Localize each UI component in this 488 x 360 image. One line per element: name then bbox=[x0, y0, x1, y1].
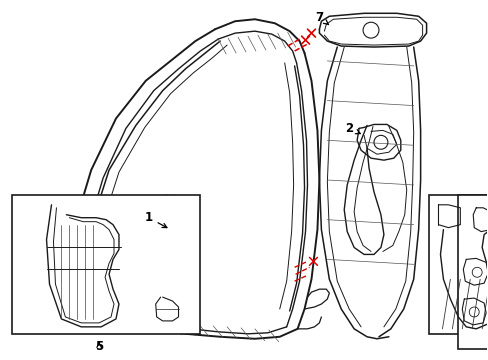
Text: 1: 1 bbox=[144, 211, 166, 228]
Text: 5: 5 bbox=[95, 340, 103, 353]
Text: 7: 7 bbox=[315, 11, 328, 24]
Text: 2: 2 bbox=[345, 122, 360, 135]
Text: 6: 6 bbox=[0, 359, 1, 360]
Bar bbox=[457, 195, 488, 349]
Text: 4: 4 bbox=[0, 359, 1, 360]
Bar bbox=[12, 195, 200, 334]
Text: 3: 3 bbox=[0, 359, 1, 360]
Text: 8: 8 bbox=[0, 359, 1, 360]
Bar bbox=[427, 195, 488, 334]
